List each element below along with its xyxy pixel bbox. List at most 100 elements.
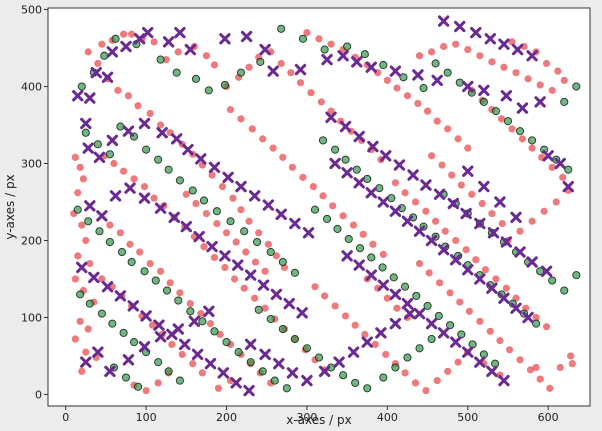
red-point <box>492 275 500 283</box>
cross-marker <box>222 171 234 184</box>
green-point <box>427 334 436 344</box>
green-point <box>278 257 287 267</box>
green-point <box>515 127 525 136</box>
red-point <box>401 369 409 377</box>
red-point <box>422 387 430 395</box>
cross-marker <box>270 288 283 301</box>
green-point <box>419 84 428 93</box>
cross-marker <box>522 311 534 324</box>
red-point <box>189 360 197 368</box>
cross-marker <box>353 177 365 189</box>
red-point <box>119 30 128 38</box>
red-point <box>307 89 315 97</box>
red-point <box>500 63 508 71</box>
green-point <box>282 384 291 393</box>
red-point <box>78 367 86 375</box>
cross-marker <box>377 196 390 208</box>
cross-marker <box>478 84 490 97</box>
red-point <box>448 171 456 179</box>
green-point <box>119 328 128 337</box>
cross-marker <box>341 250 353 262</box>
red-point <box>146 109 154 118</box>
cross-marker <box>487 227 500 239</box>
cross-marker <box>106 46 119 58</box>
red-point <box>478 199 486 208</box>
red-point <box>456 298 464 306</box>
green-point <box>154 155 163 164</box>
red-point <box>126 240 134 248</box>
red-point <box>272 252 280 260</box>
red-point <box>554 67 562 75</box>
green-point <box>236 68 246 77</box>
cross-marker <box>470 26 482 39</box>
red-point <box>240 284 248 292</box>
cross-marker <box>154 331 167 343</box>
red-point <box>423 107 432 115</box>
green-point <box>344 234 353 243</box>
cross-marker <box>486 365 498 378</box>
green-point <box>331 145 340 154</box>
cross-marker <box>109 190 122 202</box>
red-point <box>465 307 473 315</box>
red-point <box>277 59 285 68</box>
cross-marker <box>526 256 538 268</box>
red-point <box>441 227 449 235</box>
red-point <box>251 258 260 266</box>
red-point <box>464 45 472 54</box>
cross-marker <box>248 190 261 202</box>
green-point <box>560 286 569 295</box>
green-point <box>412 291 421 300</box>
red-point <box>218 182 227 191</box>
cross-marker <box>389 317 402 330</box>
cross-marker <box>168 211 180 224</box>
green-point <box>172 68 181 77</box>
cross-marker <box>510 302 522 314</box>
red-point <box>98 275 106 283</box>
green-point <box>320 45 329 54</box>
red-point <box>156 267 165 275</box>
green-point <box>77 82 86 91</box>
cross-marker <box>484 33 496 45</box>
red-point <box>245 63 253 71</box>
green-point <box>76 290 85 299</box>
cross-marker <box>120 40 132 53</box>
green-point <box>117 247 127 257</box>
green-point <box>105 150 114 159</box>
red-point <box>156 121 165 129</box>
cross-marker <box>92 346 104 358</box>
red-point <box>259 135 267 143</box>
green-point <box>270 376 279 385</box>
red-point <box>505 346 514 354</box>
cross-marker <box>420 179 432 191</box>
red-point <box>524 75 532 83</box>
cross-marker <box>182 143 194 156</box>
green-point <box>403 353 412 362</box>
red-point <box>401 189 409 197</box>
red-point <box>488 209 496 218</box>
red-point <box>84 325 92 333</box>
cross-marker <box>431 74 443 87</box>
red-point <box>528 217 536 225</box>
cross-marker <box>361 336 373 348</box>
red-point <box>150 38 158 46</box>
cross-marker <box>296 307 308 319</box>
red-point <box>78 221 86 229</box>
red-point <box>351 321 359 329</box>
red-point <box>176 289 184 297</box>
red-point <box>462 246 470 254</box>
red-point <box>391 179 399 187</box>
cross-marker <box>240 30 253 43</box>
green-point <box>226 217 235 226</box>
red-point <box>128 30 136 38</box>
red-point <box>206 320 215 328</box>
green-point <box>343 42 352 51</box>
green-point <box>560 97 569 106</box>
y-tick-label: 0 <box>35 388 42 401</box>
red-point <box>114 86 122 94</box>
green-point <box>85 299 94 308</box>
red-point <box>166 279 174 287</box>
green-point <box>162 286 172 295</box>
red-point <box>403 92 412 100</box>
green-point <box>266 247 275 257</box>
cross-marker <box>389 288 402 301</box>
